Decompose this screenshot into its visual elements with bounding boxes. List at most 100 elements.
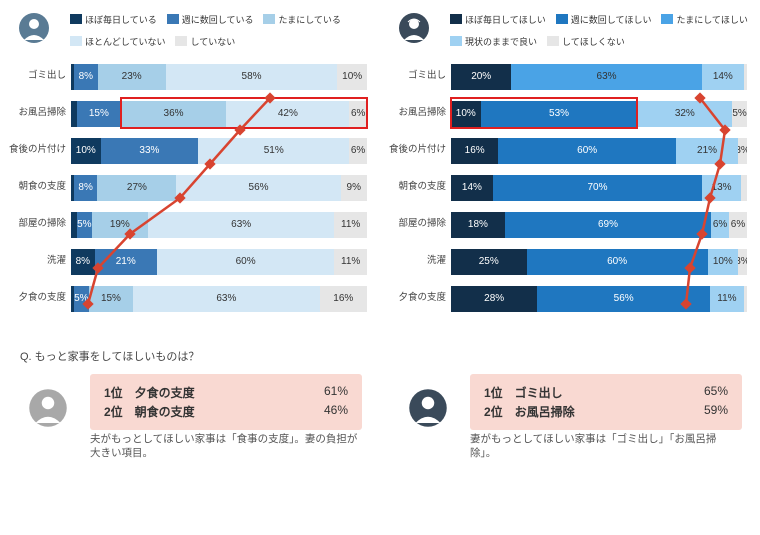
stacked-bar: 8%27%56%9%: [70, 174, 368, 202]
stacked-bar: 5%19%63%11%: [70, 211, 368, 239]
husband-icon: [18, 12, 50, 44]
row-label: 夕食の支度: [8, 293, 66, 303]
table-row: 夕食の支度28%56%11%: [450, 280, 748, 317]
row-label: 夕食の支度: [388, 293, 446, 303]
panel-husband: ほぼ毎日している週に数回しているたまにしているほとんどしていないしていない ゴミ…: [0, 10, 380, 340]
legend-item: ほぼ毎日している: [70, 13, 157, 26]
bar-segment: 14%: [451, 175, 493, 201]
stacked-bar: 8%23%58%10%: [70, 63, 368, 91]
rank-box-right: 1位 ゴミ出し65%2位 お風呂掃除59%: [470, 374, 742, 430]
bar-segment: 6%: [349, 101, 367, 127]
bar-segment: 28%: [451, 286, 537, 312]
table-row: 食後の片付け16%60%21%3%: [450, 132, 748, 169]
caption-right: 妻がもっとしてほしい家事は「ゴミ出し」「お風呂掃除」。: [470, 432, 742, 460]
bar-segment: 11%: [334, 212, 367, 238]
bar-segment: 56%: [176, 175, 340, 201]
bar-segment: 10%: [708, 249, 738, 275]
bars-right: ゴミ出し20%63%14%お風呂掃除10%53%32%5%食後の片付け16%60…: [450, 58, 748, 332]
legend-left: ほぼ毎日している週に数回しているたまにしているほとんどしていないしていない: [70, 10, 370, 50]
bar-segment: 6%: [729, 212, 747, 238]
row-label: お風呂掃除: [388, 108, 446, 118]
bar-segment: 19%: [92, 212, 148, 238]
legend-item: ほとんどしていない: [70, 35, 165, 48]
bar-segment: 21%: [95, 249, 157, 275]
bar-segment: 9%: [341, 175, 367, 201]
stacked-bar: 10%33%51%6%: [70, 137, 368, 165]
wife-icon-small: [408, 388, 448, 428]
legend-item: たまにしてほしい: [661, 13, 747, 26]
bar-segment: 6%: [349, 138, 367, 164]
bar-segment: 16%: [451, 138, 498, 164]
bar-segment: 56%: [537, 286, 710, 312]
stacked-bar: 20%63%14%: [450, 63, 748, 91]
table-row: 朝食の支度8%27%56%9%: [70, 169, 368, 206]
bar-segment: 51%: [198, 138, 349, 164]
row-label: 部屋の掃除: [8, 219, 66, 229]
rank-panel-right: 1位 ゴミ出し65%2位 お風呂掃除59% 妻がもっとしてほしい家事は「ゴミ出し…: [380, 370, 760, 446]
legend-item: 現状のままで良い: [450, 35, 537, 48]
caption-left: 夫がもっとしてほしい家事は「食事の支度」。妻の負担が大きい項目。: [90, 432, 362, 460]
table-row: 朝食の支度14%70%13%: [450, 169, 748, 206]
bar-segment: 14%: [702, 64, 744, 90]
bar-segment: 8%: [71, 249, 95, 275]
bar-segment: 13%: [702, 175, 741, 201]
legend-item: たまにしている: [263, 13, 340, 26]
panel-wife: ほぼ毎日してほしい週に数回してほしいたまにしてほしい現状のままで良いしてほしくな…: [380, 10, 760, 340]
rank-row: 1位 夕食の支度61%2位 朝食の支度46% 夫がもっとしてほしい家事は「食事の…: [0, 370, 760, 446]
bar-segment: 53%: [481, 101, 638, 127]
legend-item: してほしくない: [547, 35, 625, 48]
stacked-bar: 15%36%42%6%: [70, 100, 368, 128]
row-label: お風呂掃除: [8, 108, 66, 118]
bars-left: ゴミ出し8%23%58%10%お風呂掃除15%36%42%6%食後の片付け10%…: [70, 58, 368, 332]
stacked-bar: 16%60%21%3%: [450, 137, 748, 165]
bar-segment: 11%: [334, 249, 367, 275]
bar-segment: 10%: [451, 101, 481, 127]
table-row: ゴミ出し8%23%58%10%: [70, 58, 368, 95]
bar-segment: 10%: [337, 64, 367, 90]
stacked-bar: 14%70%13%: [450, 174, 748, 202]
bar-segment: 5%: [77, 212, 92, 238]
bar-segment: 15%: [89, 286, 133, 312]
bar-segment: 5%: [74, 286, 89, 312]
bar-segment: [741, 175, 747, 201]
bar-segment: 60%: [498, 138, 676, 164]
bar-segment: 27%: [97, 175, 176, 201]
table-row: お風呂掃除10%53%32%5%: [450, 95, 748, 132]
bar-segment: [744, 64, 747, 90]
rank-line: 2位 朝食の支度46%: [104, 403, 348, 420]
legend-item: ほぼ毎日してほしい: [450, 13, 546, 26]
bar-segment: [744, 286, 747, 312]
table-row: 洗濯25%60%10%3%: [450, 243, 748, 280]
row-label: ゴミ出し: [8, 71, 66, 81]
question-title: Q. もっと家事をしてほしいものは？: [20, 348, 760, 364]
row-label: 食後の片付け: [388, 145, 446, 155]
bar-segment: 63%: [148, 212, 334, 238]
row-label: 朝食の支度: [388, 182, 446, 192]
legend-item: していない: [175, 35, 235, 48]
row-label: 洗濯: [388, 256, 446, 266]
legend-item: 週に数回している: [167, 13, 254, 26]
chart-area: ほぼ毎日している週に数回しているたまにしているほとんどしていないしていない ゴミ…: [0, 10, 760, 340]
stacked-bar: 5%15%63%16%: [70, 285, 368, 313]
row-label: 洗濯: [8, 256, 66, 266]
bar-segment: 8%: [74, 64, 98, 90]
table-row: 食後の片付け10%33%51%6%: [70, 132, 368, 169]
table-row: 夕食の支度5%15%63%16%: [70, 280, 368, 317]
table-row: 洗濯8%21%60%11%: [70, 243, 368, 280]
bar-segment: 25%: [451, 249, 527, 275]
bar-segment: 5%: [732, 101, 747, 127]
bar-segment: 21%: [676, 138, 738, 164]
table-row: 部屋の掃除18%69%6%6%: [450, 206, 748, 243]
bar-segment: 33%: [101, 138, 199, 164]
row-label: 部屋の掃除: [388, 219, 446, 229]
bar-segment: 20%: [451, 64, 511, 90]
bar-segment: 6%: [711, 212, 729, 238]
row-label: 朝食の支度: [8, 182, 66, 192]
wife-icon: [398, 12, 430, 44]
bar-segment: 11%: [710, 286, 744, 312]
bar-segment: 58%: [166, 64, 338, 90]
bar-segment: 10%: [71, 138, 101, 164]
bar-segment: 3%: [738, 138, 747, 164]
stacked-bar: 8%21%60%11%: [70, 248, 368, 276]
bar-segment: 32%: [637, 101, 732, 127]
